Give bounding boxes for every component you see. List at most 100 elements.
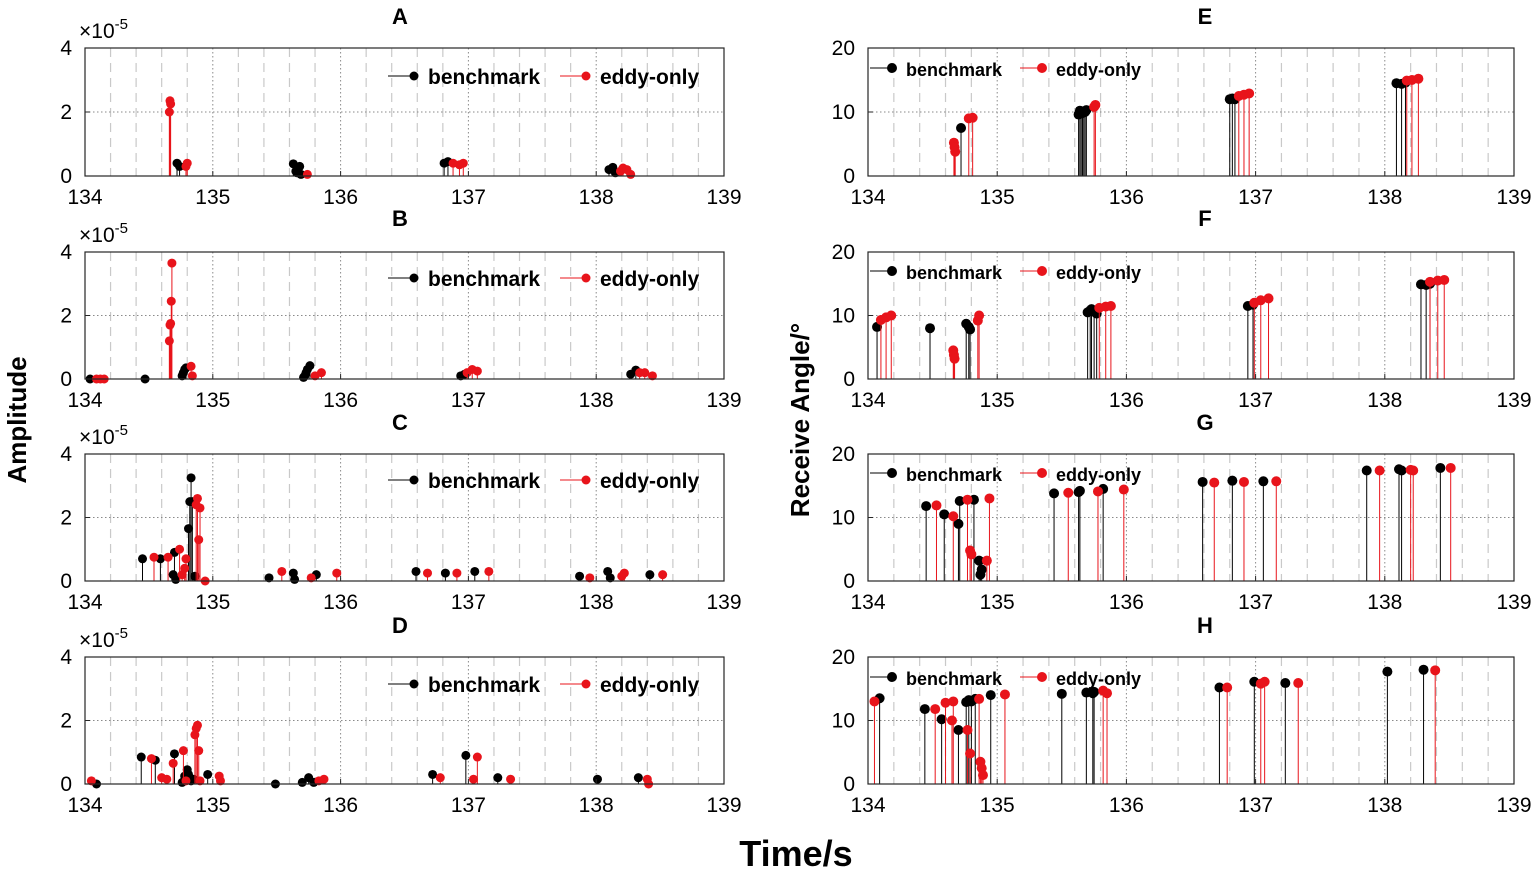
stem-marker-eddy-only (974, 693, 985, 704)
stem-marker-eddy-only (195, 503, 205, 513)
stem-marker-eddy-only (1425, 276, 1436, 287)
legend: benchmark eddy-only (388, 470, 699, 493)
x-tick-label: 135 (195, 389, 230, 412)
stem-marker-benchmark (470, 566, 480, 576)
stem-marker-eddy-only (175, 544, 185, 554)
stem-marker-benchmark (953, 725, 964, 736)
x-tick-label: 139 (1496, 186, 1531, 209)
stem-marker-eddy-only (977, 770, 988, 781)
stem-marker-benchmark (440, 568, 450, 578)
stem-marker-benchmark (976, 564, 987, 575)
x-tick-label: 136 (323, 186, 358, 209)
stem-marker-eddy-only (166, 318, 176, 328)
stem-marker-eddy-only (164, 107, 174, 117)
x-tick-label: 135 (980, 186, 1015, 209)
stem-marker-benchmark (605, 573, 615, 583)
stem-marker-eddy-only (1439, 274, 1450, 285)
stem-marker-eddy-only (658, 570, 668, 580)
stem-marker-eddy-only (1092, 486, 1103, 497)
stem-marker-eddy-only (1413, 73, 1424, 84)
panel-title: H (1197, 613, 1213, 638)
stem-marker-benchmark (936, 714, 947, 725)
stem-marker-eddy-only (166, 99, 176, 109)
y-axis-label-receive-angle: Receive Angle/° (785, 323, 815, 517)
y-tick-label: 0 (60, 570, 72, 593)
legend: benchmark eddy-only (870, 60, 1141, 80)
stem-marker-eddy-only (1445, 462, 1456, 473)
stem-marker-benchmark (461, 750, 471, 760)
x-tick-label: 139 (1496, 389, 1531, 412)
y-tick-label: 0 (843, 570, 855, 593)
y-exponent-label: ×10-5 (79, 16, 128, 43)
stem-marker-benchmark (203, 769, 213, 779)
stem-marker-benchmark (956, 123, 967, 133)
stem-marker-eddy-only (1118, 484, 1129, 495)
stem-marker-eddy-only (469, 774, 479, 784)
x-tick-label: 137 (451, 186, 486, 209)
stem-marker-eddy-only (181, 554, 191, 564)
stem-marker-eddy-only (166, 296, 176, 306)
stem-marker-benchmark (1074, 485, 1085, 496)
stem-marker-eddy-only (192, 493, 202, 503)
legend-swatch-marker (1037, 672, 1047, 682)
stem-marker-eddy-only (1271, 476, 1282, 487)
stem-marker-benchmark (985, 690, 996, 701)
legend-label-benchmark: benchmark (428, 470, 540, 493)
stem-marker-benchmark (954, 495, 965, 506)
x-tick-label: 137 (1238, 186, 1273, 209)
stem-marker-eddy-only (164, 336, 174, 346)
legend-swatch-marker (1037, 63, 1047, 73)
stem-marker-eddy-only (1293, 678, 1304, 689)
stem-marker-benchmark (919, 704, 930, 715)
stem-marker-eddy-only (647, 371, 657, 381)
stem-marker-eddy-only (1209, 477, 1220, 488)
stem-marker-eddy-only (181, 776, 191, 786)
stem-marker-eddy-only (626, 169, 636, 179)
y-tick-label: 0 (60, 773, 72, 796)
legend-swatch-marker (581, 679, 591, 689)
legend-swatch-marker (581, 273, 591, 283)
stem-marker-eddy-only (187, 371, 197, 381)
stem-marker-eddy-only (1222, 682, 1233, 693)
stem-marker-eddy-only (472, 366, 482, 376)
legend-label-eddy-only: eddy-only (1056, 263, 1141, 283)
x-tick-label: 134 (67, 186, 102, 209)
y-tick-label: 2 (60, 101, 72, 124)
stem-marker-eddy-only (974, 310, 985, 321)
y-tick-label: 10 (832, 101, 855, 124)
panel-title: G (1196, 410, 1213, 435)
legend-label-eddy-only: eddy-only (600, 674, 699, 697)
y-tick-label: 0 (843, 165, 855, 188)
stem-marker-benchmark (1361, 465, 1372, 476)
stem-marker-eddy-only (192, 720, 202, 730)
stem-marker-benchmark (411, 566, 421, 576)
legend-swatch-marker (409, 273, 419, 283)
x-tick-label: 137 (1238, 389, 1273, 412)
stem-marker-eddy-only (484, 566, 494, 576)
stem-marker-benchmark (1227, 475, 1238, 486)
legend-swatch-marker (887, 672, 897, 682)
x-tick-label: 136 (323, 389, 358, 412)
stem-marker-eddy-only (949, 353, 960, 364)
y-tick-label: 10 (832, 710, 855, 733)
stem-marker-benchmark (295, 161, 305, 171)
legend-label-benchmark: benchmark (906, 465, 1003, 485)
legend-label-benchmark: benchmark (906, 263, 1003, 283)
x-tick-label: 137 (451, 794, 486, 817)
panel-title: E (1198, 4, 1213, 29)
stem-marker-eddy-only (1430, 665, 1441, 676)
stem-marker-benchmark (925, 323, 936, 334)
y-tick-label: 2 (60, 710, 72, 733)
x-tick-label: 134 (850, 591, 885, 614)
stem-marker-benchmark (171, 574, 181, 584)
legend-swatch-marker (409, 71, 419, 81)
stem-marker-benchmark (305, 361, 315, 371)
panel-title: C (392, 410, 408, 435)
stem-marker-eddy-only (506, 774, 516, 784)
legend-label-eddy-only: eddy-only (600, 66, 699, 89)
stem-marker-eddy-only (182, 158, 192, 168)
stem-marker-eddy-only (1063, 487, 1074, 498)
stem-marker-benchmark (1280, 678, 1291, 689)
